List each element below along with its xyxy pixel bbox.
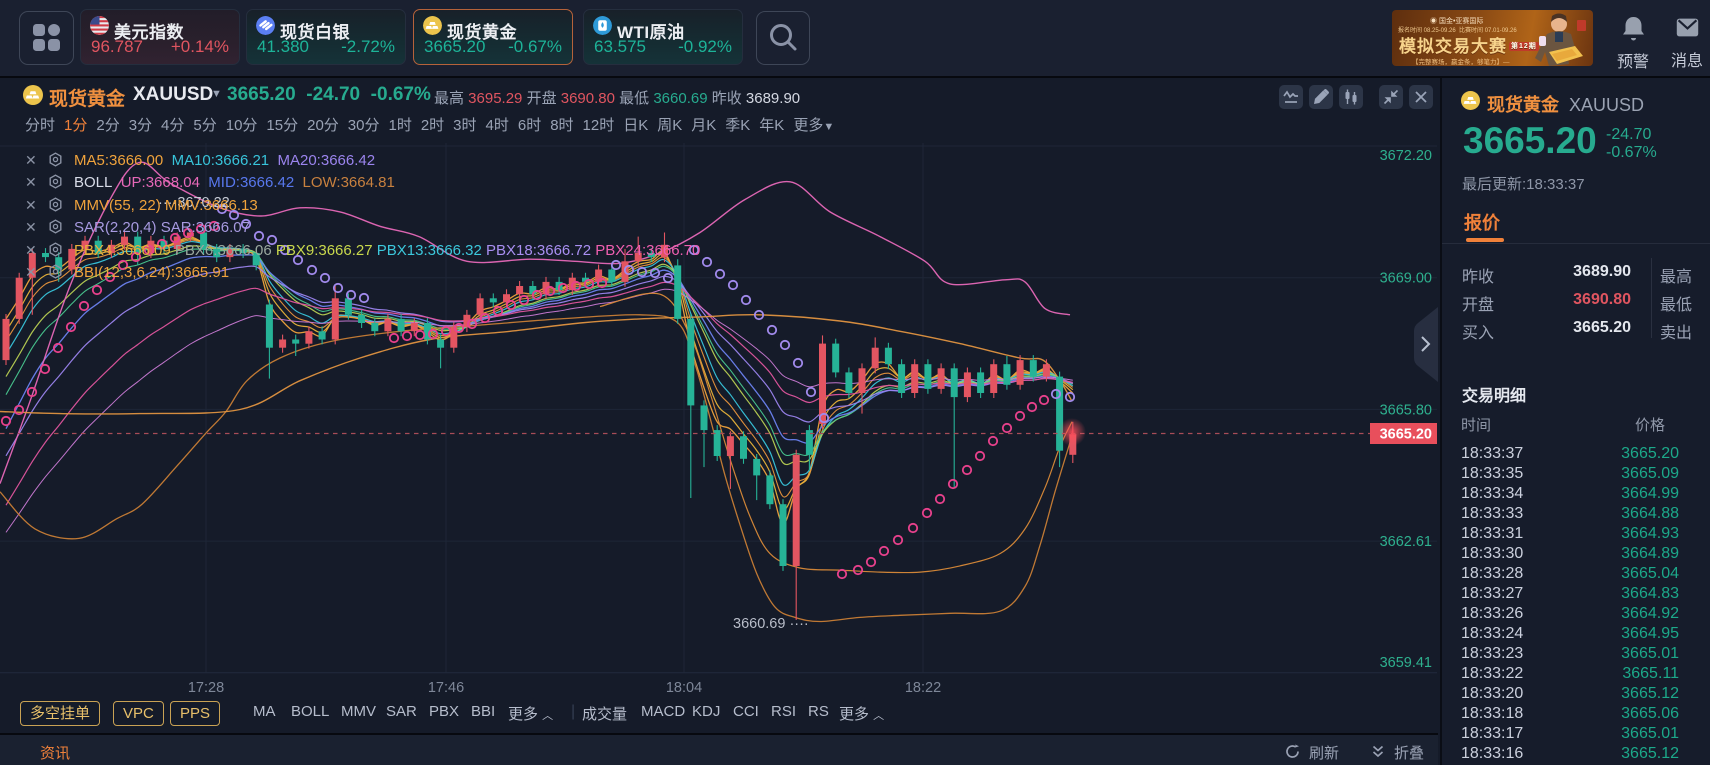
svg-text:3672.20: 3672.20 (1380, 148, 1432, 164)
svg-text:17:28: 17:28 (188, 680, 224, 696)
svg-text:3662.61: 3662.61 (1380, 534, 1432, 550)
svg-text:3659.41: 3659.41 (1380, 655, 1432, 671)
svg-text:····3670.22: ····3670.22 (158, 195, 230, 211)
svg-text:17:46: 17:46 (428, 680, 464, 696)
svg-text:3665.80: 3665.80 (1380, 402, 1432, 418)
svg-text:3660.69 ····: 3660.69 ···· (733, 616, 809, 632)
svg-text:3665.20: 3665.20 (1380, 427, 1432, 443)
svg-text:18:04: 18:04 (666, 680, 702, 696)
svg-text:3669.00: 3669.00 (1380, 271, 1432, 287)
svg-text:18:22: 18:22 (905, 680, 941, 696)
